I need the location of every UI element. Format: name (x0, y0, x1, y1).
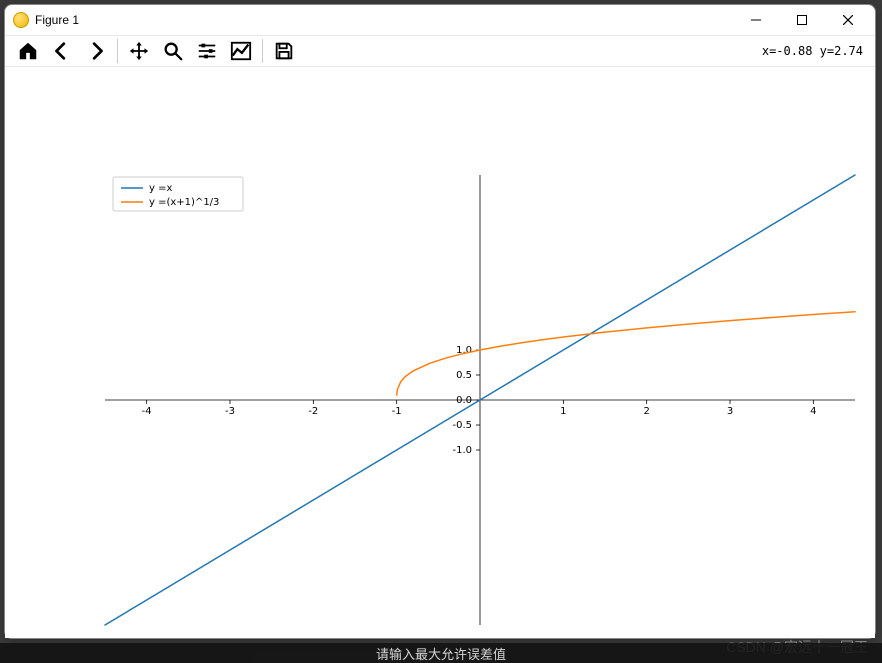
back-button[interactable] (45, 36, 79, 66)
home-icon (17, 40, 39, 62)
toolbar-separator (262, 39, 263, 63)
edit-button[interactable] (224, 36, 258, 66)
save-button[interactable] (267, 36, 301, 66)
svg-text:4: 4 (810, 406, 816, 417)
svg-text:-4: -4 (142, 406, 152, 417)
titlebar: Figure 1 (5, 5, 875, 35)
configure-button[interactable] (190, 36, 224, 66)
svg-text:-2: -2 (308, 406, 318, 417)
pan-icon (128, 40, 150, 62)
svg-text:-3: -3 (225, 406, 235, 417)
plot-svg: -4-3-2-11234-1.0-0.50.00.51.0y =xy =(x+1… (5, 67, 875, 638)
mpl-toolbar: x=-0.88 y=2.74 (5, 35, 875, 67)
console-text: 请输入最大允许误差值 (376, 644, 506, 663)
chart-edit-icon (230, 40, 252, 62)
minimize-icon (751, 15, 761, 25)
back-icon (51, 40, 73, 62)
close-button[interactable] (825, 5, 871, 35)
figure-canvas[interactable]: -4-3-2-11234-1.0-0.50.00.51.0y =xy =(x+1… (5, 67, 875, 638)
maximize-button[interactable] (779, 5, 825, 35)
window-title: Figure 1 (35, 13, 79, 27)
svg-text:0.5: 0.5 (456, 370, 472, 381)
svg-text:y =x: y =x (149, 183, 172, 194)
close-icon (843, 15, 853, 25)
coord-readout: x=-0.88 y=2.74 (762, 44, 869, 58)
toolbar-separator (117, 39, 118, 63)
zoom-icon (162, 40, 184, 62)
maximize-icon (797, 15, 807, 25)
svg-text:3: 3 (727, 406, 733, 417)
pan-button[interactable] (122, 36, 156, 66)
forward-button[interactable] (79, 36, 113, 66)
background-console: 请输入最大允许误差值 (0, 643, 882, 663)
svg-text:2: 2 (643, 406, 649, 417)
minimize-button[interactable] (733, 5, 779, 35)
save-icon (273, 40, 295, 62)
svg-text:-0.5: -0.5 (452, 420, 472, 431)
home-button[interactable] (11, 36, 45, 66)
svg-text:1: 1 (560, 406, 566, 417)
sliders-icon (196, 40, 218, 62)
zoom-button[interactable] (156, 36, 190, 66)
svg-text:-1.0: -1.0 (452, 445, 472, 456)
svg-text:0.0: 0.0 (456, 395, 472, 406)
svg-text:-1: -1 (392, 406, 402, 417)
app-icon (13, 12, 29, 28)
svg-text:y =(x+1)^1/3: y =(x+1)^1/3 (149, 197, 219, 208)
figure-window: Figure 1 (4, 4, 876, 639)
forward-icon (85, 40, 107, 62)
